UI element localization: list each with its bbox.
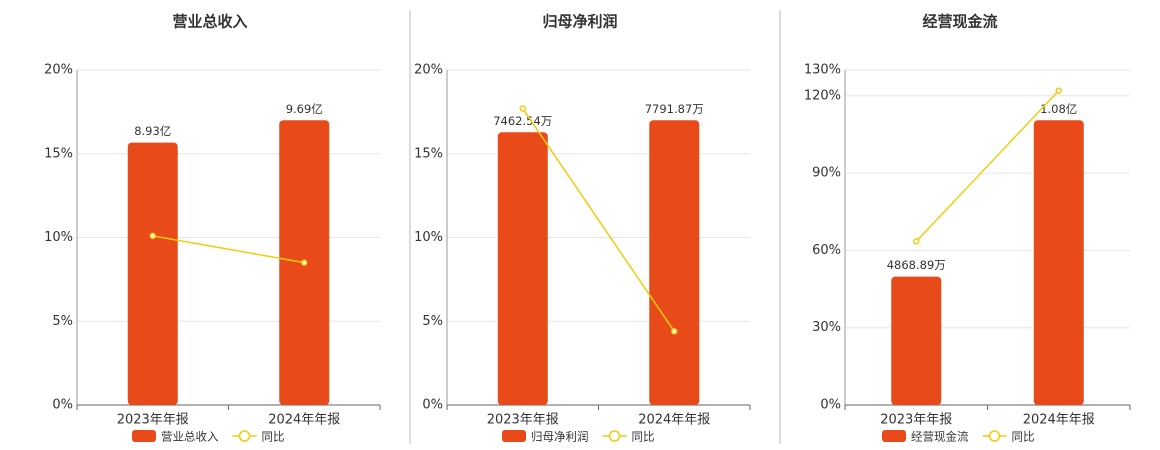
legend-swatch — [608, 430, 621, 442]
x-tick-label: 2024年年报 — [1023, 413, 1095, 428]
chart-title: 归母净利润 — [542, 13, 617, 31]
y-tick-label: 5% — [52, 314, 73, 329]
legend-label: 营业总收入 — [161, 430, 219, 444]
point — [519, 105, 526, 112]
value-label: 1.08亿 — [1040, 102, 1077, 116]
legend-swatch — [132, 430, 156, 442]
legend-swatch — [238, 430, 251, 442]
bar — [1033, 120, 1084, 405]
legend-label: 经营现金流 — [911, 430, 969, 444]
line — [522, 108, 675, 332]
y-tick-label: 130% — [804, 63, 841, 78]
y-tick-label: 5% — [422, 314, 443, 329]
y-tick-label: 10% — [414, 230, 443, 245]
x-tick-label: 2023年年报 — [117, 413, 189, 428]
point — [1055, 87, 1062, 94]
y-tick-label: 0% — [820, 398, 841, 413]
legend-swatch — [882, 430, 906, 442]
y-tick-label: 10% — [44, 230, 73, 245]
point — [671, 328, 678, 335]
point — [149, 232, 156, 240]
bar — [891, 276, 942, 405]
legend-label: 同比 — [262, 430, 285, 444]
value-label: 8.93亿 — [134, 124, 171, 138]
x-tick-label: 2023年年报 — [880, 413, 952, 428]
legend-swatch — [502, 430, 526, 442]
y-tick-label: 60% — [812, 243, 841, 258]
y-tick-label: 15% — [414, 146, 443, 161]
chart-title: 营业总收入 — [172, 13, 247, 31]
chart-title: 经营现金流 — [922, 13, 997, 31]
y-tick-label: 30% — [812, 320, 841, 335]
point — [913, 238, 920, 245]
y-tick-label: 20% — [414, 63, 443, 78]
value-label: 9.69亿 — [286, 102, 323, 116]
legend-label: 归母净利润 — [531, 430, 589, 444]
x-tick-label: 2023年年报 — [487, 413, 559, 428]
bar — [127, 142, 178, 406]
point — [301, 259, 308, 266]
bar — [497, 132, 548, 405]
bar — [649, 120, 700, 405]
x-tick-label: 2024年年报 — [268, 413, 340, 428]
legend-label: 同比 — [1012, 430, 1035, 444]
line — [152, 235, 305, 264]
y-tick-label: 15% — [44, 146, 73, 161]
line — [915, 90, 1060, 242]
y-tick-label: 0% — [422, 398, 443, 413]
y-tick-label: 20% — [44, 63, 73, 78]
y-tick-label: 90% — [812, 166, 841, 181]
legend-label: 同比 — [632, 430, 655, 444]
legend-swatch — [988, 430, 1001, 442]
y-tick-label: 0% — [52, 398, 73, 413]
y-tick-label: 120% — [804, 88, 841, 103]
x-tick-label: 2024年年报 — [638, 413, 710, 428]
value-label: 4868.89万 — [887, 258, 946, 272]
value-label: 7791.87万 — [645, 102, 704, 116]
value-label: 7462.54万 — [493, 114, 552, 128]
